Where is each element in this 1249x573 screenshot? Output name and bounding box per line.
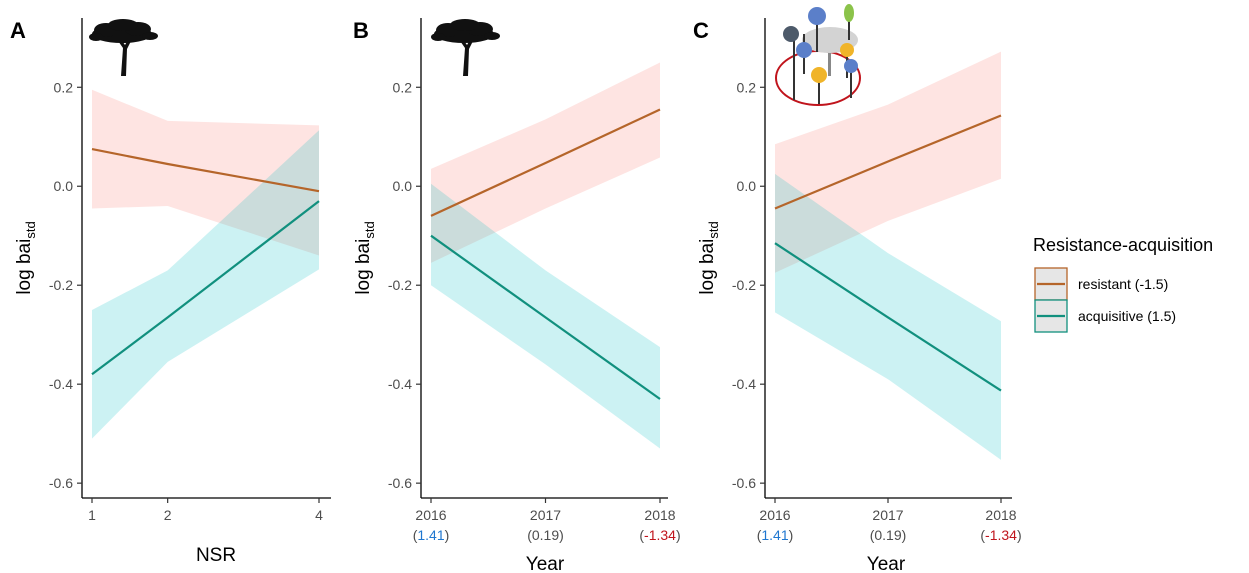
confidence-band-resistant — [92, 89, 319, 256]
x-tick-label: 2016 — [415, 507, 446, 523]
panel-a: A -0.6 -0.4 -0.2 0.0 0.2 1 2 4 NSR log baistd — [10, 18, 331, 566]
x-tick-sublabel-value: 0.19 — [532, 527, 559, 543]
x-tick-label: 2 — [164, 507, 172, 523]
x-tick-sublabel-value: 1.41 — [417, 527, 444, 543]
y-tick-label: -0.2 — [732, 277, 756, 293]
legend-label-acquisitive: acquisitive (1.5) — [1078, 308, 1176, 324]
x-tick-sublabel: (-1.34) — [639, 527, 680, 543]
x-tick-sublabel: (0.19) — [870, 527, 907, 543]
tree-community-icon — [775, 4, 861, 106]
series-line-resistant — [430, 108, 661, 217]
x-tick-label: 2018 — [644, 507, 675, 523]
x-tick-label: 4 — [315, 507, 323, 523]
x-axis-title: NSR — [196, 545, 236, 566]
x-tick-label: 2017 — [872, 507, 903, 523]
x-tick-sublabel-value: 1.41 — [761, 527, 788, 543]
y-axis-title: log baistd — [14, 221, 38, 294]
legend-entry-resistant: resistant (-1.5) — [1034, 267, 1168, 301]
legend-label-resistant: resistant (-1.5) — [1078, 276, 1168, 292]
tree-silhouette-icon — [89, 19, 158, 76]
y-tick-label: 0.0 — [393, 178, 413, 194]
y-tick-label: 0.2 — [737, 79, 757, 95]
y-tick-label: -0.6 — [49, 475, 73, 491]
panel-letter-c: C — [693, 18, 709, 43]
x-tick-sublabel: (0.19) — [527, 527, 564, 543]
y-tick-label: -0.2 — [388, 277, 412, 293]
y-axis-title: log baistd — [353, 221, 377, 294]
x-tick-sublabel: (1.41) — [413, 527, 450, 543]
panel-c: C -0.6 -0.4 -0.2 0.0 0.2 2016 (1.41) 2017 (0.19… — [693, 4, 1022, 573]
series-line-acquisitive — [91, 200, 320, 376]
y-axis-title: log baistd — [697, 221, 721, 294]
x-tick-sublabel-value: 0.19 — [874, 527, 901, 543]
y-tick-label: -0.2 — [49, 277, 73, 293]
panel-letter-b: B — [353, 18, 369, 43]
x-tick-sublabel-value: -1.34 — [985, 527, 1017, 543]
y-tick-label: -0.4 — [49, 376, 73, 392]
panel-letter-a: A — [10, 18, 26, 43]
x-tick-label: 1 — [88, 507, 96, 523]
x-tick-label: 2017 — [530, 507, 561, 523]
panel-b: B -0.6 -0.4 -0.2 0.0 0.2 2016 (1.41) 2017 (0.19… — [353, 18, 681, 573]
legend-title: Resistance-acquisition — [1033, 235, 1213, 255]
y-tick-label: -0.4 — [732, 376, 756, 392]
series-line-acquisitive — [430, 234, 661, 400]
y-tick-label: -0.6 — [388, 475, 412, 491]
x-tick-sublabel: (-1.34) — [980, 527, 1021, 543]
series-line-resistant — [91, 148, 320, 193]
x-tick-label: 2016 — [759, 507, 790, 523]
y-tick-label: -0.6 — [732, 475, 756, 491]
x-axis-title: Year — [867, 554, 906, 573]
legend-entry-acquisitive: acquisitive (1.5) — [1034, 299, 1176, 333]
y-tick-label: 0.0 — [54, 178, 74, 194]
legend: Resistance-acquisition resistant (-1.5) … — [1033, 235, 1213, 333]
series-line-resistant — [774, 114, 1002, 210]
x-tick-label: 2018 — [985, 507, 1016, 523]
y-tick-label: -0.4 — [388, 376, 412, 392]
x-axis-title: Year — [526, 554, 565, 573]
confidence-band-acquisitive — [92, 130, 319, 439]
y-tick-label: 0.0 — [737, 178, 757, 194]
x-tick-sublabel: (1.41) — [757, 527, 794, 543]
x-tick-sublabel-value: -1.34 — [644, 527, 676, 543]
y-tick-label: 0.2 — [54, 79, 74, 95]
y-tick-label: 0.2 — [393, 79, 413, 95]
series-line-acquisitive — [774, 242, 1002, 392]
tree-silhouette-icon — [431, 19, 500, 76]
